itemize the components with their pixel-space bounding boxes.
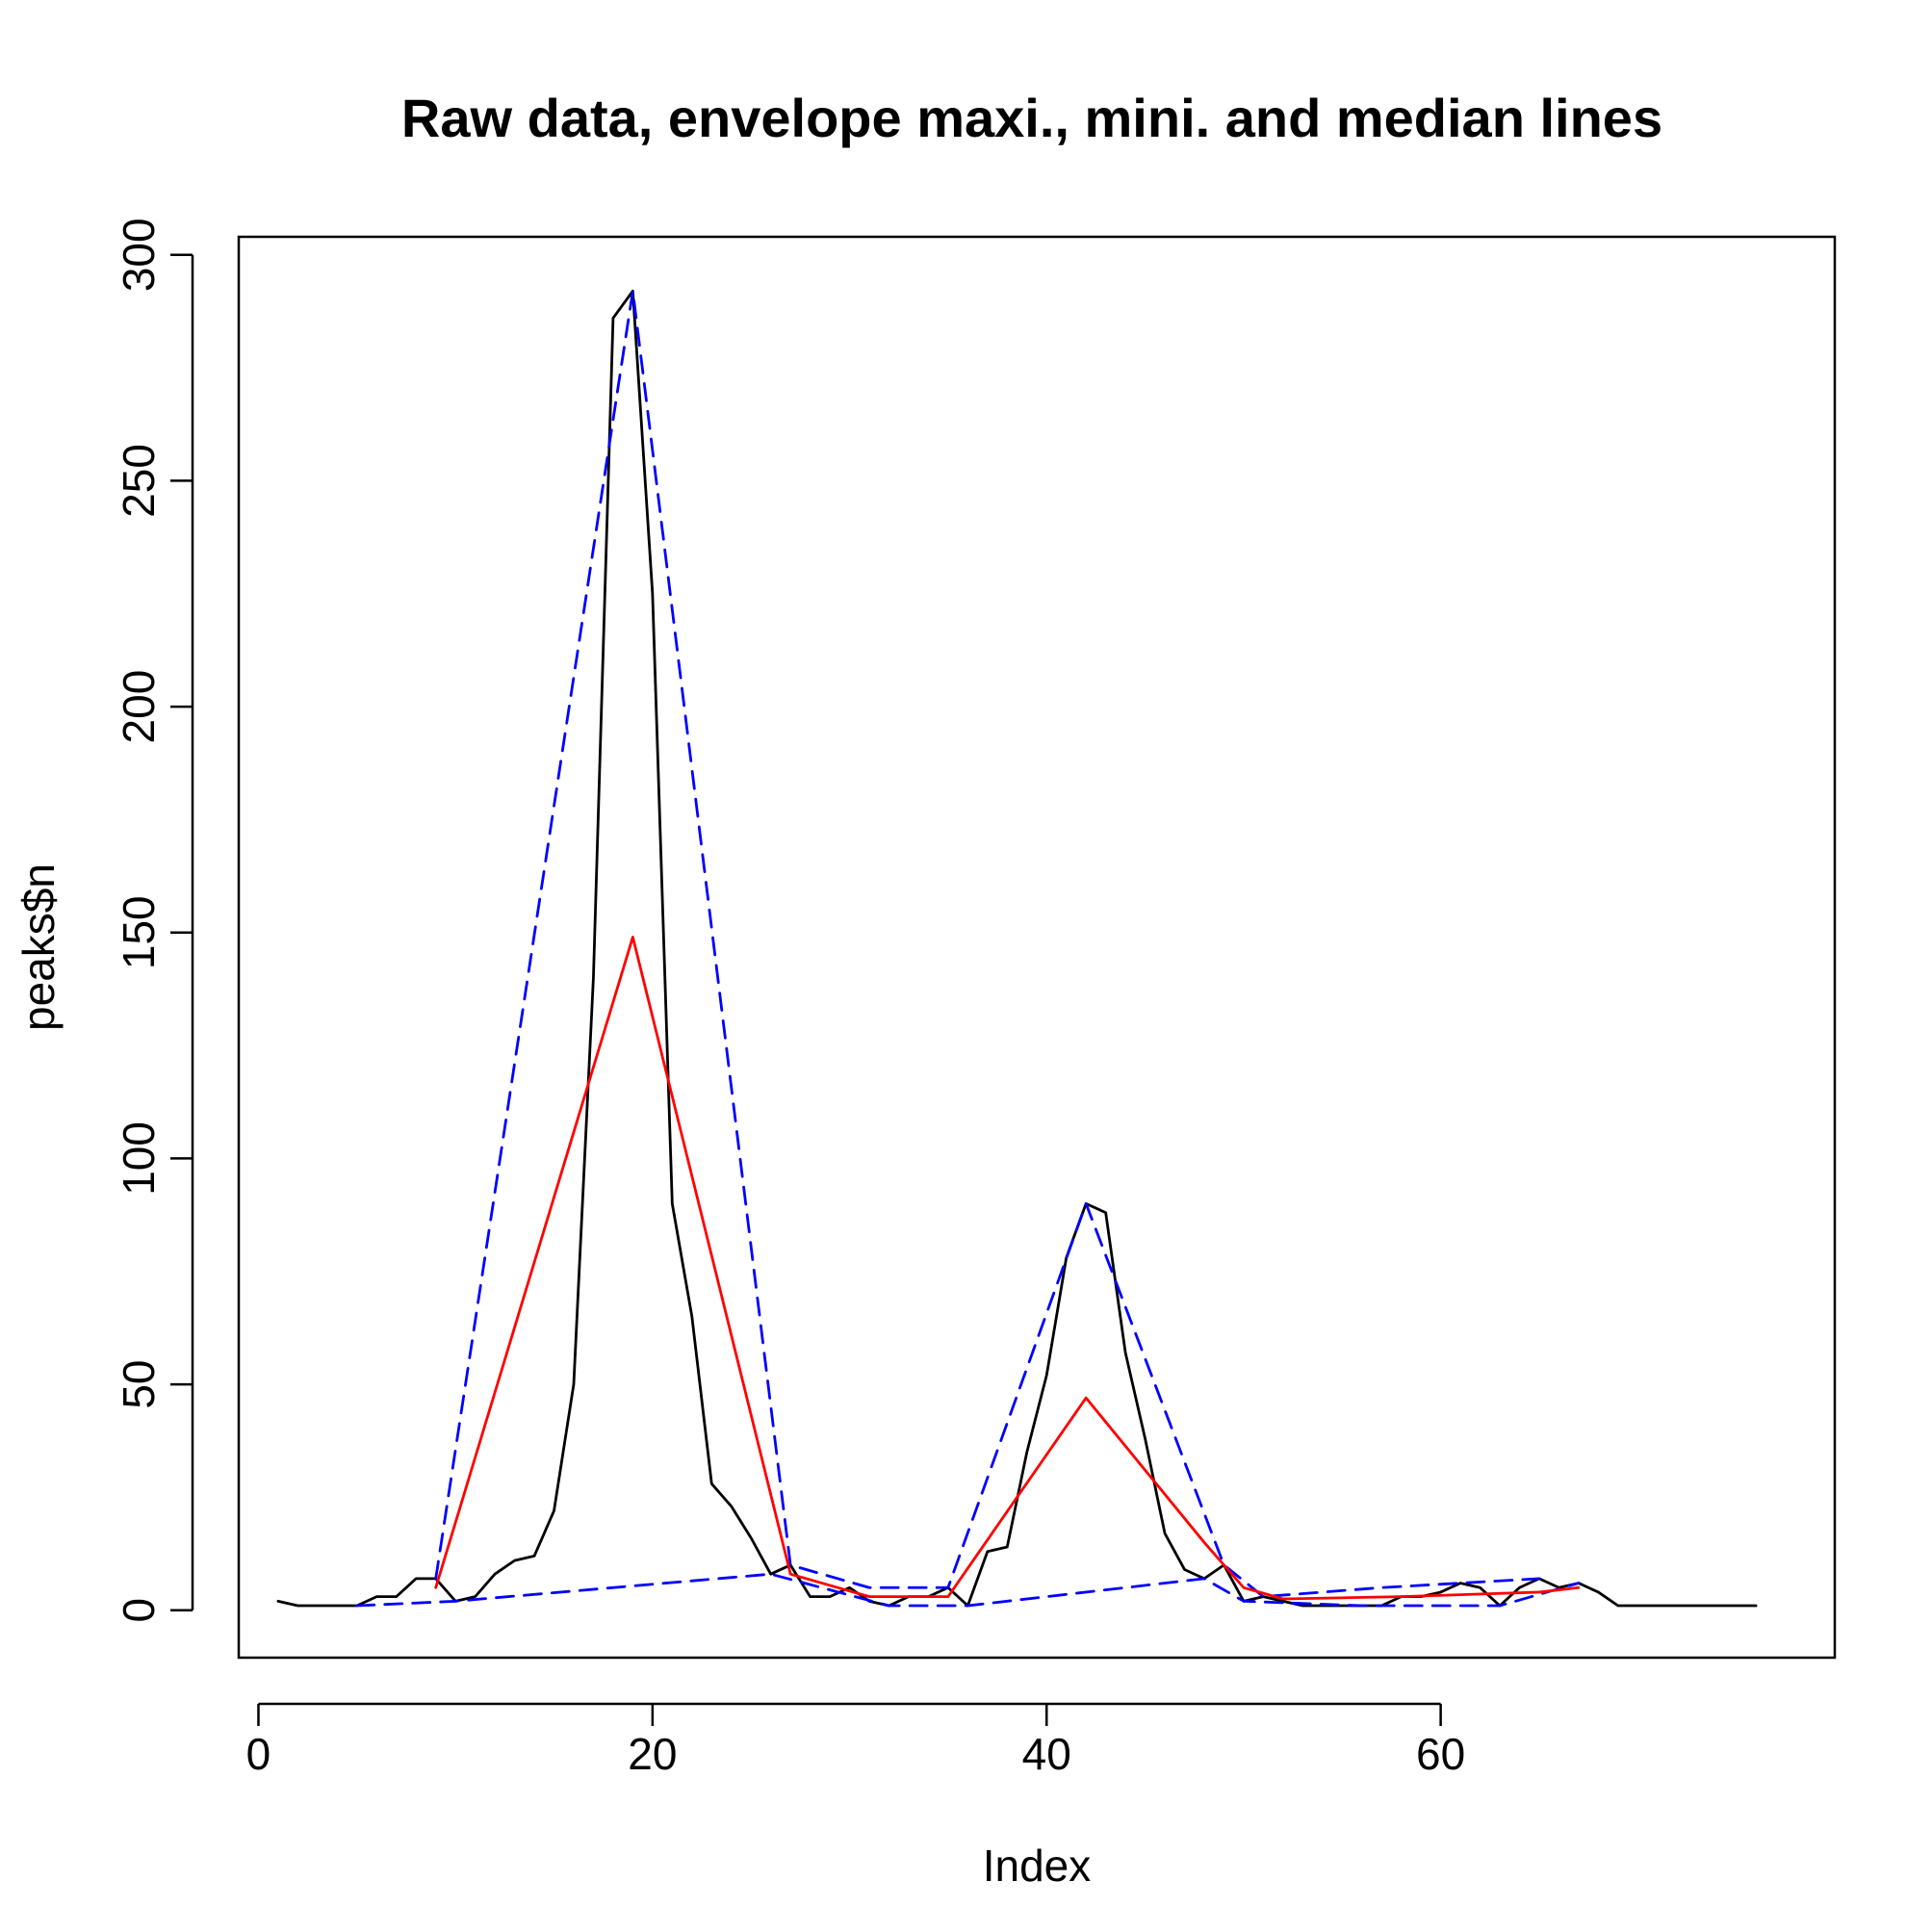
series-layer — [276, 289, 1758, 1608]
y-tick-label: 250 — [114, 444, 164, 518]
y-tick-label: 50 — [114, 1359, 164, 1408]
chart-title: Raw data, envelope maxi., mini. and medi… — [401, 88, 1662, 148]
plot-frame — [237, 235, 1837, 1660]
x-axis-label: Index — [983, 1841, 1092, 1891]
y-tick-label: 150 — [114, 895, 164, 969]
y-tick-label: 0 — [114, 1598, 164, 1623]
y-axis-label: peaks$n — [13, 863, 64, 1031]
y-axis: 0 50 100 150 200 250 300 — [114, 218, 194, 1623]
x-tick-label: 60 — [1416, 1729, 1465, 1779]
x-tick-label: 0 — [246, 1729, 271, 1779]
x-tick-label: 40 — [1022, 1729, 1071, 1779]
series-line-1 — [434, 289, 1541, 1599]
y-tick-label: 100 — [114, 1121, 164, 1196]
x-axis: 0 20 40 60 — [246, 1702, 1465, 1779]
x-tick-label: 20 — [628, 1729, 677, 1779]
series-line-0 — [276, 289, 1758, 1608]
y-tick-label: 200 — [114, 670, 164, 744]
series-line-3 — [434, 936, 1581, 1601]
y-tick-label: 300 — [114, 218, 164, 292]
series-line-2 — [355, 1572, 1581, 1608]
